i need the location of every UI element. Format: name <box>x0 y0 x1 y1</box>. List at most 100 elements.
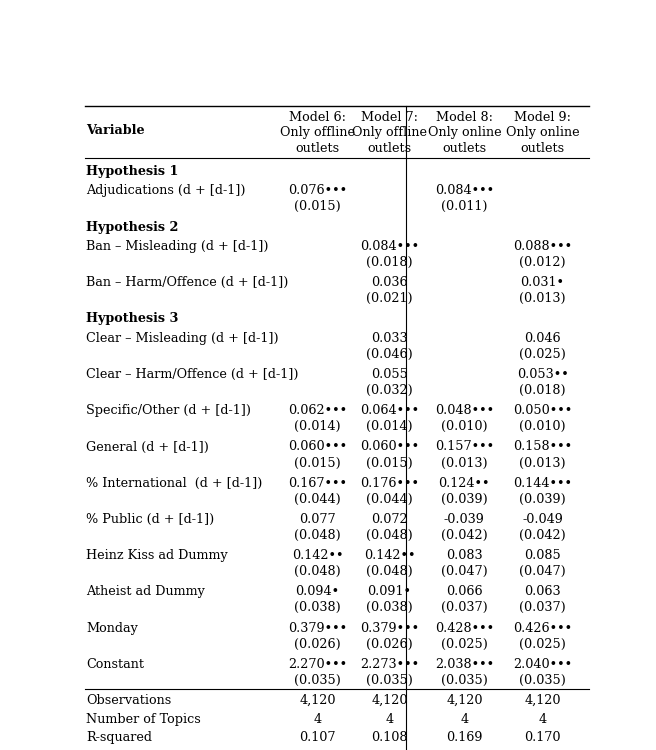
Text: 0.428•••: 0.428••• <box>435 622 494 634</box>
Text: (0.037): (0.037) <box>441 602 487 614</box>
Text: Model 7:: Model 7: <box>361 111 418 124</box>
Text: (0.032): (0.032) <box>366 384 413 397</box>
Text: Ban – Harm/Offence (d + [d-1]): Ban – Harm/Offence (d + [d-1]) <box>86 276 289 290</box>
Text: 0.031•: 0.031• <box>521 276 565 290</box>
Text: (0.042): (0.042) <box>441 529 487 542</box>
Text: 0.048•••: 0.048••• <box>435 404 494 417</box>
Text: (0.038): (0.038) <box>366 602 413 614</box>
Text: Only online: Only online <box>506 127 579 140</box>
Text: 0.063: 0.063 <box>524 585 561 598</box>
Text: % International  (d + [d-1]): % International (d + [d-1]) <box>86 477 262 490</box>
Text: Clear – Misleading (d + [d-1]): Clear – Misleading (d + [d-1]) <box>86 332 279 345</box>
Text: Model 6:: Model 6: <box>289 111 346 124</box>
Text: 0.046: 0.046 <box>524 332 561 345</box>
Text: Only online: Only online <box>428 127 501 140</box>
Text: (0.010): (0.010) <box>520 420 566 434</box>
Text: Clear – Harm/Offence (d + [d-1]): Clear – Harm/Offence (d + [d-1]) <box>86 368 298 381</box>
Text: (0.010): (0.010) <box>441 420 487 434</box>
Text: Model 9:: Model 9: <box>514 111 571 124</box>
Text: 0.036: 0.036 <box>371 276 408 290</box>
Text: (0.047): (0.047) <box>441 565 487 578</box>
Text: 0.169: 0.169 <box>446 731 483 744</box>
Text: 2.270•••: 2.270••• <box>288 658 347 670</box>
Text: 0.084•••: 0.084••• <box>360 240 419 253</box>
Text: 0.144•••: 0.144••• <box>513 477 572 490</box>
Text: 0.062•••: 0.062••• <box>288 404 347 417</box>
Text: Ban – Misleading (d + [d-1]): Ban – Misleading (d + [d-1]) <box>86 240 268 253</box>
Text: (0.042): (0.042) <box>520 529 566 542</box>
Text: (0.026): (0.026) <box>366 638 413 650</box>
Text: 0.176•••: 0.176••• <box>360 477 419 490</box>
Text: 0.379•••: 0.379••• <box>288 622 347 634</box>
Text: Heinz Kiss ad Dummy: Heinz Kiss ad Dummy <box>86 549 228 562</box>
Text: (0.048): (0.048) <box>294 529 340 542</box>
Text: (0.021): (0.021) <box>366 292 413 305</box>
Text: % Public (d + [d-1]): % Public (d + [d-1]) <box>86 513 215 526</box>
Text: (0.025): (0.025) <box>441 638 488 650</box>
Text: 0.055: 0.055 <box>371 368 408 381</box>
Text: 0.033: 0.033 <box>371 332 408 345</box>
Text: Number of Topics: Number of Topics <box>86 712 201 725</box>
Text: (0.011): (0.011) <box>441 200 487 213</box>
Text: 0.108: 0.108 <box>371 731 408 744</box>
Text: General (d + [d-1]): General (d + [d-1]) <box>86 440 209 454</box>
Text: 0.091•: 0.091• <box>367 585 411 598</box>
Text: 0.060•••: 0.060••• <box>360 440 419 454</box>
Text: 0.379•••: 0.379••• <box>360 622 419 634</box>
Text: 4,120: 4,120 <box>524 694 561 707</box>
Text: 0.107: 0.107 <box>299 731 336 744</box>
Text: Hypothesis 3: Hypothesis 3 <box>86 313 178 326</box>
Text: outlets: outlets <box>295 142 339 155</box>
Text: 0.167•••: 0.167••• <box>288 477 347 490</box>
Text: (0.012): (0.012) <box>520 256 566 269</box>
Text: (0.039): (0.039) <box>520 493 566 506</box>
Text: 0.158•••: 0.158••• <box>513 440 572 454</box>
Text: 4: 4 <box>539 712 546 725</box>
Text: 2.038•••: 2.038••• <box>435 658 494 670</box>
Text: 4: 4 <box>386 712 394 725</box>
Text: (0.018): (0.018) <box>520 384 566 397</box>
Text: (0.035): (0.035) <box>519 674 566 687</box>
Text: 0.088•••: 0.088••• <box>513 240 572 253</box>
Text: (0.048): (0.048) <box>366 565 413 578</box>
Text: 0.142••: 0.142•• <box>292 549 343 562</box>
Text: Only offline: Only offline <box>280 127 355 140</box>
Text: (0.013): (0.013) <box>520 457 566 470</box>
Text: Hypothesis 2: Hypothesis 2 <box>86 220 178 233</box>
Text: (0.044): (0.044) <box>366 493 413 506</box>
Text: Constant: Constant <box>86 658 144 670</box>
Text: (0.014): (0.014) <box>294 420 340 434</box>
Text: (0.035): (0.035) <box>441 674 488 687</box>
Text: Observations: Observations <box>86 694 171 707</box>
Text: 0.084•••: 0.084••• <box>435 184 494 197</box>
Text: Hypothesis 1: Hypothesis 1 <box>86 165 178 178</box>
Text: 0.053••: 0.053•• <box>517 368 569 381</box>
Text: (0.038): (0.038) <box>294 602 340 614</box>
Text: outlets: outlets <box>442 142 486 155</box>
Text: 4,120: 4,120 <box>299 694 336 707</box>
Text: 0.050•••: 0.050••• <box>513 404 572 417</box>
Text: 0.060•••: 0.060••• <box>288 440 347 454</box>
Text: outlets: outlets <box>367 142 412 155</box>
Text: 0.083: 0.083 <box>446 549 483 562</box>
Text: 0.066: 0.066 <box>446 585 483 598</box>
Text: 0.124••: 0.124•• <box>439 477 490 490</box>
Text: (0.025): (0.025) <box>519 638 566 650</box>
Text: Only offline: Only offline <box>352 127 427 140</box>
Text: (0.025): (0.025) <box>519 348 566 361</box>
Text: Model 8:: Model 8: <box>436 111 493 124</box>
Text: (0.048): (0.048) <box>294 565 340 578</box>
Text: (0.047): (0.047) <box>520 565 566 578</box>
Text: 0.072: 0.072 <box>371 513 408 526</box>
Text: 0.077: 0.077 <box>299 513 336 526</box>
Text: 0.157•••: 0.157••• <box>435 440 494 454</box>
Text: (0.044): (0.044) <box>294 493 340 506</box>
Text: 4,120: 4,120 <box>371 694 408 707</box>
Text: (0.035): (0.035) <box>294 674 341 687</box>
Text: (0.013): (0.013) <box>520 292 566 305</box>
Text: 0.094•: 0.094• <box>295 585 339 598</box>
Text: (0.039): (0.039) <box>441 493 487 506</box>
Text: Atheist ad Dummy: Atheist ad Dummy <box>86 585 205 598</box>
Text: 0.142••: 0.142•• <box>364 549 415 562</box>
Text: (0.048): (0.048) <box>366 529 413 542</box>
